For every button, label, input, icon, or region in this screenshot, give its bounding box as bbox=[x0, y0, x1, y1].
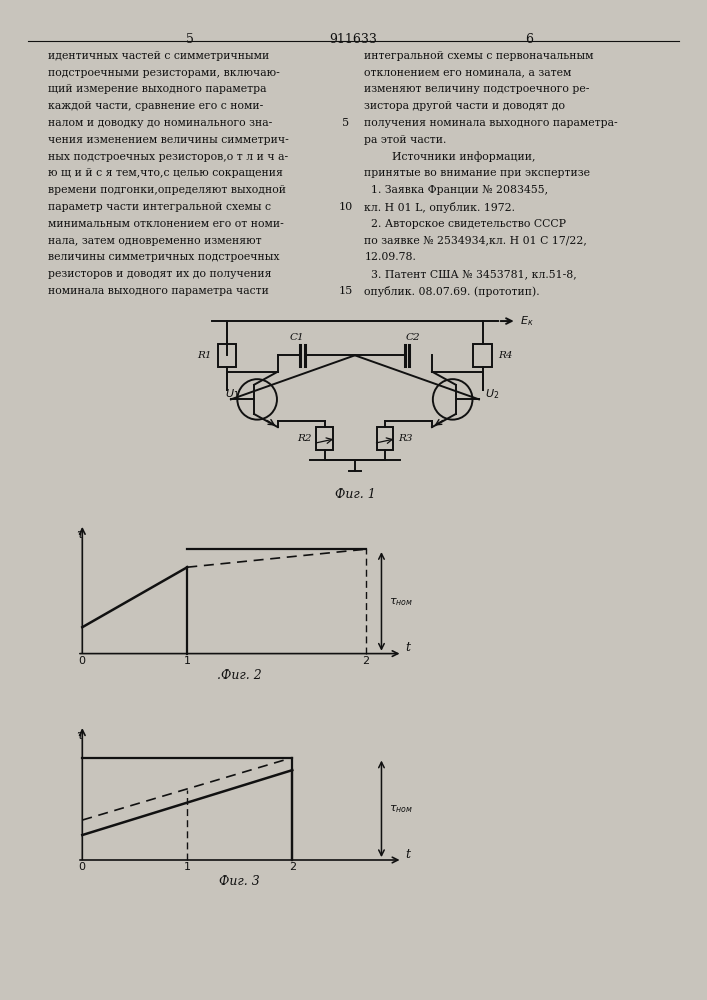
Text: минимальным отклонением его от номи-: минимальным отклонением его от номи- bbox=[47, 219, 284, 229]
Text: щий измерение выходного параметра: щий измерение выходного параметра bbox=[47, 84, 266, 94]
Text: 2: 2 bbox=[362, 656, 369, 666]
Text: t: t bbox=[406, 848, 411, 861]
Text: идентичных частей с симметричными: идентичных частей с симметричными bbox=[47, 51, 269, 61]
Text: t: t bbox=[406, 641, 411, 654]
Text: чения изменением величины симметрич-: чения изменением величины симметрич- bbox=[47, 135, 288, 145]
Text: $U_1$: $U_1$ bbox=[226, 388, 240, 401]
Text: Фиг. 3: Фиг. 3 bbox=[219, 875, 260, 888]
Text: 6: 6 bbox=[525, 33, 533, 46]
Text: Фиг. 1: Фиг. 1 bbox=[334, 488, 375, 501]
Text: 5: 5 bbox=[342, 118, 349, 128]
Text: 1. Заявка Франции № 2083455,: 1. Заявка Франции № 2083455, bbox=[364, 185, 549, 195]
Text: 2. Авторское свидетельство СССР: 2. Авторское свидетельство СССР bbox=[364, 219, 566, 229]
Text: R4: R4 bbox=[498, 351, 513, 360]
Text: опублик. 08.07.69. (прототип).: опублик. 08.07.69. (прототип). bbox=[364, 286, 540, 297]
Text: времени подгонки,определяют выходной: времени подгонки,определяют выходной bbox=[47, 185, 286, 195]
Text: 0: 0 bbox=[78, 862, 85, 872]
Text: 1: 1 bbox=[184, 862, 191, 872]
Text: интегральной схемы с первоначальным: интегральной схемы с первоначальным bbox=[364, 51, 594, 61]
Text: $τ_{ном}$: $τ_{ном}$ bbox=[389, 596, 413, 608]
Bar bbox=[377, 427, 394, 450]
Text: C2: C2 bbox=[406, 333, 421, 342]
Text: 911633: 911633 bbox=[329, 33, 377, 46]
Text: τ: τ bbox=[76, 729, 83, 742]
Bar bbox=[218, 344, 236, 367]
Text: зистора другой части и доводят до: зистора другой части и доводят до bbox=[364, 101, 566, 111]
Bar bbox=[474, 344, 492, 367]
Text: номинала выходного параметра части: номинала выходного параметра части bbox=[47, 286, 269, 296]
Bar bbox=[316, 427, 333, 450]
Text: Источники информации,: Источники информации, bbox=[364, 152, 536, 162]
Text: 0: 0 bbox=[78, 656, 85, 666]
Text: кл. H 01 L, опублик. 1972.: кл. H 01 L, опублик. 1972. bbox=[364, 202, 515, 213]
Text: резисторов и доводят их до получения: резисторов и доводят их до получения bbox=[47, 269, 271, 279]
Text: 15: 15 bbox=[339, 286, 353, 296]
Text: ра этой части.: ра этой части. bbox=[364, 135, 447, 145]
Text: 2: 2 bbox=[288, 862, 296, 872]
Text: .Фиг. 2: .Фиг. 2 bbox=[217, 669, 262, 682]
Text: ю щ и й с я тем,что,с целью сокращения: ю щ и й с я тем,что,с целью сокращения bbox=[47, 168, 282, 178]
Text: R1: R1 bbox=[197, 351, 212, 360]
Text: величины симметричных подстроечных: величины симметричных подстроечных bbox=[47, 252, 279, 262]
Text: изменяют величину подстроечного ре-: изменяют величину подстроечного ре- bbox=[364, 84, 590, 94]
Text: $τ_{ном}$: $τ_{ном}$ bbox=[389, 803, 413, 815]
Text: 10: 10 bbox=[339, 202, 353, 212]
Text: τ: τ bbox=[76, 528, 83, 541]
Text: получения номинала выходного параметра-: получения номинала выходного параметра- bbox=[364, 118, 618, 128]
Text: по заявке № 2534934,кл. H 01 С 17/22,: по заявке № 2534934,кл. H 01 С 17/22, bbox=[364, 236, 588, 246]
Text: параметр части интегральной схемы с: параметр части интегральной схемы с bbox=[47, 202, 271, 212]
Text: отклонением его номинала, а затем: отклонением его номинала, а затем bbox=[364, 68, 572, 78]
Text: $U_2$: $U_2$ bbox=[484, 388, 499, 401]
Text: принятые во внимание при экспертизе: принятые во внимание при экспертизе bbox=[364, 168, 590, 178]
Text: C1: C1 bbox=[289, 333, 304, 342]
Text: 3. Патент США № 3453781, кл.51-8,: 3. Патент США № 3453781, кл.51-8, bbox=[364, 269, 577, 279]
Text: 12.09.78.: 12.09.78. bbox=[364, 252, 416, 262]
Text: R2: R2 bbox=[297, 434, 312, 443]
Text: ных подстроечных резисторов,о т л и ч а-: ных подстроечных резисторов,о т л и ч а- bbox=[47, 152, 288, 162]
Text: $E_к$: $E_к$ bbox=[520, 314, 534, 328]
Text: нала, затем одновременно изменяют: нала, затем одновременно изменяют bbox=[47, 236, 261, 246]
Text: 1: 1 bbox=[184, 656, 191, 666]
Text: подстроечными резисторами, включаю-: подстроечными резисторами, включаю- bbox=[47, 68, 279, 78]
Text: каждой части, сравнение его с номи-: каждой части, сравнение его с номи- bbox=[47, 101, 263, 111]
Text: налом и доводку до номинального зна-: налом и доводку до номинального зна- bbox=[47, 118, 271, 128]
Text: 5: 5 bbox=[187, 33, 194, 46]
Text: R3: R3 bbox=[398, 434, 413, 443]
